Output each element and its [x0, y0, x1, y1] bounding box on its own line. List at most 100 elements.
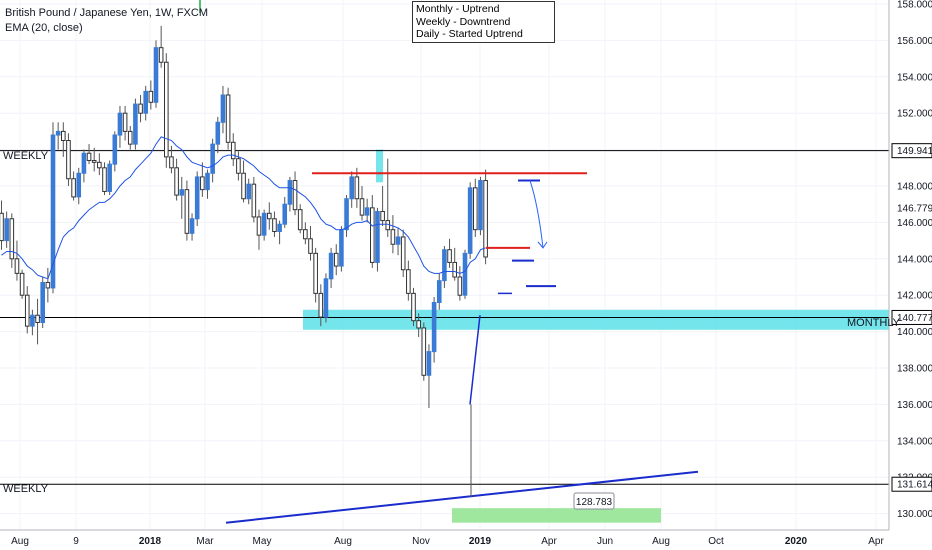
zone-marker — [376, 149, 383, 183]
candle-body — [256, 216, 262, 236]
projection-path — [529, 180, 544, 248]
candle-body — [200, 176, 205, 191]
time-tick-label: 2019 — [469, 536, 492, 547]
candle-body — [241, 172, 246, 200]
candle-body — [416, 320, 421, 329]
candle-body — [277, 223, 282, 233]
horizontal-levels — [0, 150, 889, 485]
time-tick-label: Apr — [541, 536, 557, 547]
time-axis[interactable]: Aug 9 2018 Mar May Aug Nov 2019 Apr Jun Aug Oct 2020… — [0, 529, 889, 547]
annotation-box — [573, 492, 615, 510]
long-trendline — [225, 470, 699, 524]
monthly-level-label: MONTHLY — [847, 317, 900, 329]
candle-body — [102, 167, 107, 192]
candle-body — [467, 187, 473, 254]
candle-body — [169, 156, 174, 169]
candle-body — [86, 152, 92, 162]
price-tick-label: 142.000 — [897, 291, 932, 302]
monthly-zone — [303, 309, 889, 330]
candle-body — [117, 112, 123, 136]
candle-body — [354, 176, 360, 200]
candle-body — [452, 261, 457, 278]
time-tick-label: Oct — [708, 536, 724, 547]
target-zone — [452, 508, 661, 523]
price-tick-label: 152.000 — [897, 109, 932, 120]
rally-line — [469, 315, 481, 405]
candle-body — [14, 258, 20, 274]
candle-body — [189, 218, 195, 234]
candle-body — [344, 198, 349, 231]
candle-body — [133, 103, 138, 145]
candle-body — [215, 121, 221, 145]
candle-body — [210, 143, 215, 174]
candle-body — [261, 212, 267, 236]
price-label: 131.614 — [897, 480, 932, 491]
candle-body — [318, 292, 324, 318]
candle-body — [91, 160, 97, 163]
candle-body — [107, 163, 112, 192]
price-axis[interactable]: 130.000132.000134.000136.000138.000140.0… — [888, 0, 932, 530]
candle-body — [30, 314, 35, 327]
price-tick-label: 148.000 — [897, 182, 932, 193]
price-tick-label: 138.000 — [897, 364, 932, 375]
price-tick-label: 136.000 — [897, 400, 932, 411]
price-tick-label: 144.000 — [897, 254, 932, 265]
candle-body — [426, 351, 432, 376]
candle-body — [35, 314, 40, 324]
candle-body — [97, 161, 102, 169]
candle-body — [148, 90, 154, 103]
time-tick-label: 2020 — [785, 536, 808, 547]
candle-body — [431, 301, 437, 353]
candle-body — [267, 212, 272, 220]
candle-body — [194, 176, 200, 220]
candle-body — [230, 141, 236, 160]
price-tick-label: 140.000 — [897, 327, 932, 338]
candle-body — [205, 172, 210, 191]
candle-body — [153, 47, 159, 103]
candle-body — [292, 180, 298, 211]
note-daily: Daily - Started Uptrend — [416, 28, 523, 40]
trend-notes-box[interactable]: Monthly - Uptrend Weekly - Downtrend Dai… — [412, 1, 555, 43]
ema-line — [1, 136, 486, 280]
time-tick-label: Aug — [11, 536, 29, 547]
weekly-level-label-top: WEEKLY — [3, 150, 49, 162]
annotation-label: 128.783 — [576, 497, 613, 508]
candle-body — [9, 218, 15, 260]
price-tick-label: 156.000 — [897, 36, 932, 47]
candle-body — [457, 276, 463, 296]
candle-body — [225, 94, 231, 143]
price-label-box — [891, 476, 932, 492]
candle-body — [411, 292, 416, 322]
candle-body — [158, 47, 164, 63]
candle-body — [282, 203, 288, 225]
time-tick-label: Aug — [334, 536, 352, 547]
candle-body — [122, 112, 128, 132]
candle-body — [251, 183, 257, 218]
time-tick-label: 9 — [73, 536, 79, 547]
candle-body — [339, 229, 344, 267]
candle-body — [436, 280, 442, 303]
candle-body — [400, 236, 406, 271]
candle-body — [297, 209, 303, 231]
candle-body — [478, 180, 483, 231]
candle-body — [81, 152, 87, 174]
price-tick-label: 154.000 — [897, 72, 932, 83]
candle-body — [50, 134, 56, 289]
note-monthly: Monthly - Uptrend — [416, 3, 500, 15]
price-label-box — [891, 200, 932, 216]
candle-body — [112, 134, 118, 165]
candle-body — [55, 130, 61, 136]
price-label-box — [891, 143, 932, 159]
candle-body — [236, 158, 241, 174]
drawings: 128.783 — [199, 0, 699, 524]
price-label: 140.777 — [897, 313, 932, 324]
candle-body — [447, 249, 452, 263]
time-tick-label: Nov — [412, 536, 430, 547]
candle-body — [421, 327, 427, 376]
price-label-box — [891, 309, 932, 325]
candle-body — [323, 278, 329, 318]
price-tick-label: 146.000 — [897, 218, 932, 229]
time-tick-label: Apr — [868, 536, 884, 547]
candle-body — [45, 281, 51, 289]
